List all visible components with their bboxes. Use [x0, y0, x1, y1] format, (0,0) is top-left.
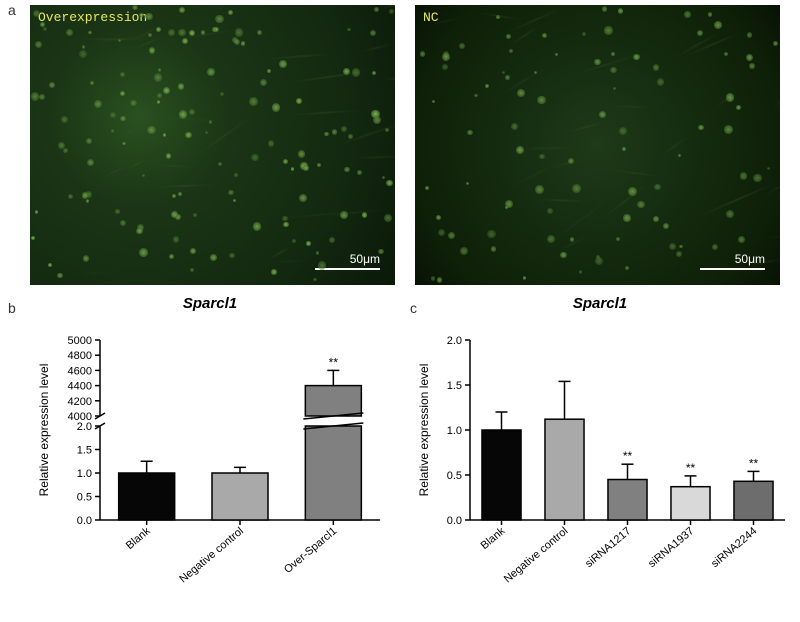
svg-text:Relative expression level: Relative expression level — [417, 364, 431, 497]
micrograph-row: Overexpression 50μm NC 50μm — [0, 0, 800, 285]
svg-text:4000: 4000 — [68, 411, 92, 423]
chart-c-wrap: Sparcl1 0.0 0.5 1.0 1.5 2.0 Relative expressi… — [410, 295, 790, 600]
svg-text:Blank: Blank — [479, 525, 508, 552]
svg-text:0.5: 0.5 — [77, 492, 92, 504]
svg-text:5000: 5000 — [68, 335, 92, 347]
svg-text:4400: 4400 — [68, 381, 92, 393]
svg-text:Over-Sparcl1: Over-Sparcl1 — [282, 525, 339, 576]
micrograph-nc: NC 50μm — [415, 5, 780, 285]
svg-text:1.0: 1.0 — [77, 468, 92, 480]
svg-text:1.0: 1.0 — [447, 425, 462, 437]
chart-c: 0.0 0.5 1.0 1.5 2.0 Relative expression level… — [410, 320, 790, 600]
svg-text:Negative control: Negative control — [177, 525, 246, 585]
scale-text-left: 50μm — [350, 252, 380, 266]
svg-text:4200: 4200 — [68, 396, 92, 408]
panel-label-b: b — [8, 300, 16, 316]
svg-text:**: ** — [623, 449, 633, 463]
micrograph-label-left: Overexpression — [38, 10, 147, 25]
svg-text:2.0: 2.0 — [447, 335, 462, 347]
svg-text:0.5: 0.5 — [447, 470, 462, 482]
svg-text:siRNA1937: siRNA1937 — [646, 525, 696, 570]
micrograph-overexpression: Overexpression 50μm — [30, 5, 395, 285]
svg-text:0.0: 0.0 — [77, 515, 92, 527]
svg-text:**: ** — [749, 456, 759, 470]
chart-b-wrap: Sparcl1 0.00.51.01.52.040004200440046004… — [30, 295, 390, 600]
svg-text:4800: 4800 — [68, 350, 92, 362]
charts-row: Sparcl1 0.0 0.5 1.0 1.5 2.0 4000 4200 4400 4600 4… — [0, 285, 800, 600]
svg-text:1.5: 1.5 — [447, 380, 462, 392]
chart-c-title: Sparcl1 — [410, 295, 790, 312]
scale-bar-right: 50μm — [700, 252, 765, 270]
panel-label-a: a — [8, 2, 16, 18]
svg-text:1.5: 1.5 — [77, 445, 92, 457]
scale-line-right — [700, 268, 765, 270]
chart-b: 0.00.51.01.52.0400042004400460048005000R… — [30, 320, 390, 600]
svg-text:Blank: Blank — [124, 525, 153, 552]
svg-text:siRNA1217: siRNA1217 — [583, 525, 633, 570]
svg-text:**: ** — [329, 355, 339, 369]
svg-text:siRNA2244: siRNA2244 — [709, 525, 759, 570]
svg-text:Relative expression level: Relative expression level — [37, 364, 51, 497]
svg-text:Negative control: Negative control — [502, 525, 571, 585]
svg-text:4600: 4600 — [68, 365, 92, 377]
svg-text:**: ** — [686, 461, 696, 475]
chart-b-title: Sparcl1 — [30, 295, 390, 312]
svg-text:0.0: 0.0 — [447, 515, 462, 527]
